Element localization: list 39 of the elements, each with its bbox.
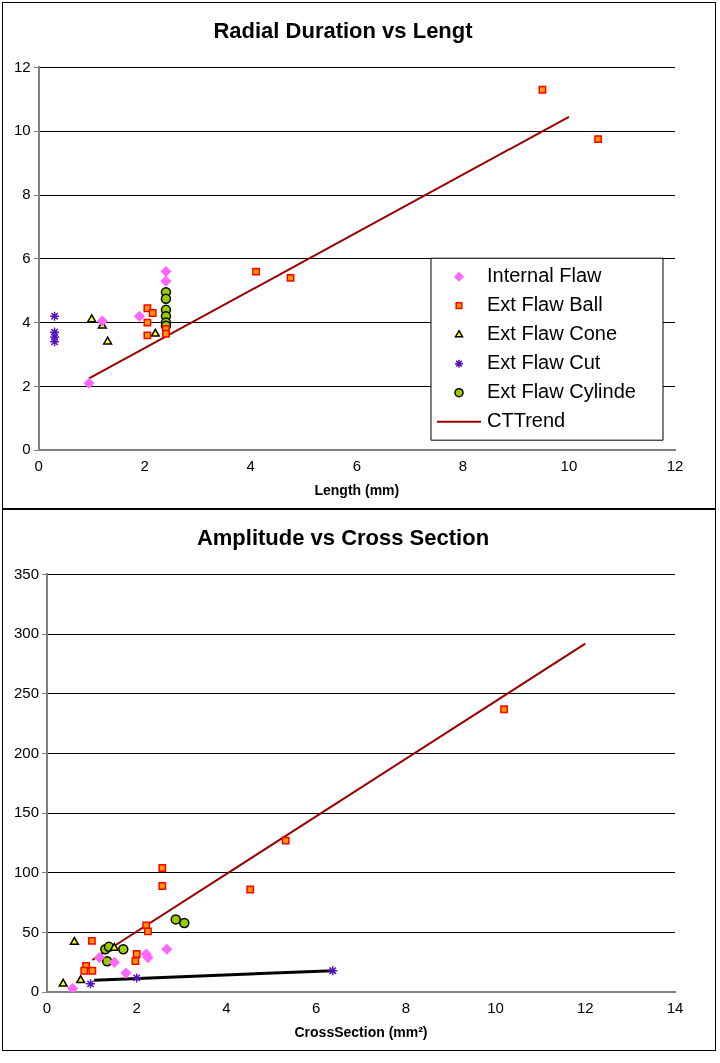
legend-label: Internal Flaw <box>487 264 603 287</box>
chart-title: Amplitude vs Cross Section <box>196 525 490 551</box>
legend-label: Ext Flaw Cylinde <box>487 380 636 403</box>
x-tick-label: 6 <box>352 457 362 475</box>
x-tick-label: 2 <box>140 457 149 475</box>
x-tick-label: 4 <box>246 457 255 475</box>
y-tick-label: 8 <box>22 185 31 203</box>
y-tick-label: 12 <box>14 57 31 75</box>
x-axis-title: CrossSection (mm²) <box>294 1024 428 1041</box>
x-tick-label: 10 <box>487 999 504 1017</box>
y-tick-label: 300 <box>14 624 40 642</box>
legend-label: Ext Flaw Cone <box>487 322 618 345</box>
x-tick-label: 10 <box>560 457 578 475</box>
y-tick-label: 200 <box>14 743 40 761</box>
x-tick-label: 4 <box>222 999 231 1017</box>
chart-title: Radial Duration vs Lengt <box>213 18 474 44</box>
x-axis-title: Length (mm) <box>314 482 400 499</box>
y-tick-label: 100 <box>14 862 40 880</box>
y-tick-label: 250 <box>14 683 40 701</box>
legend-label: CTTrend <box>487 409 566 432</box>
y-tick-label: 4 <box>22 312 31 330</box>
legend-label: Ext Flaw Cut <box>487 351 601 374</box>
x-tick-label: 2 <box>132 999 141 1017</box>
x-tick-label: 8 <box>401 999 411 1017</box>
y-tick-label: 10 <box>14 121 31 139</box>
x-tick-label: 12 <box>666 457 684 475</box>
x-tick-label: 12 <box>576 999 594 1017</box>
y-tick-label: 0 <box>30 982 40 1000</box>
x-tick-label: 14 <box>666 999 684 1017</box>
y-tick-label: 50 <box>22 922 40 940</box>
x-tick-label: 6 <box>311 999 321 1017</box>
y-tick-label: 350 <box>14 564 40 582</box>
y-tick-label: 2 <box>22 376 31 394</box>
x-tick-label: 8 <box>458 457 468 475</box>
y-tick-label: 6 <box>22 248 31 266</box>
y-tick-label: 0 <box>22 440 31 458</box>
legend-label: Ext Flaw Ball <box>487 293 603 316</box>
x-tick-label: 0 <box>42 999 52 1017</box>
y-tick-label: 150 <box>14 803 40 821</box>
